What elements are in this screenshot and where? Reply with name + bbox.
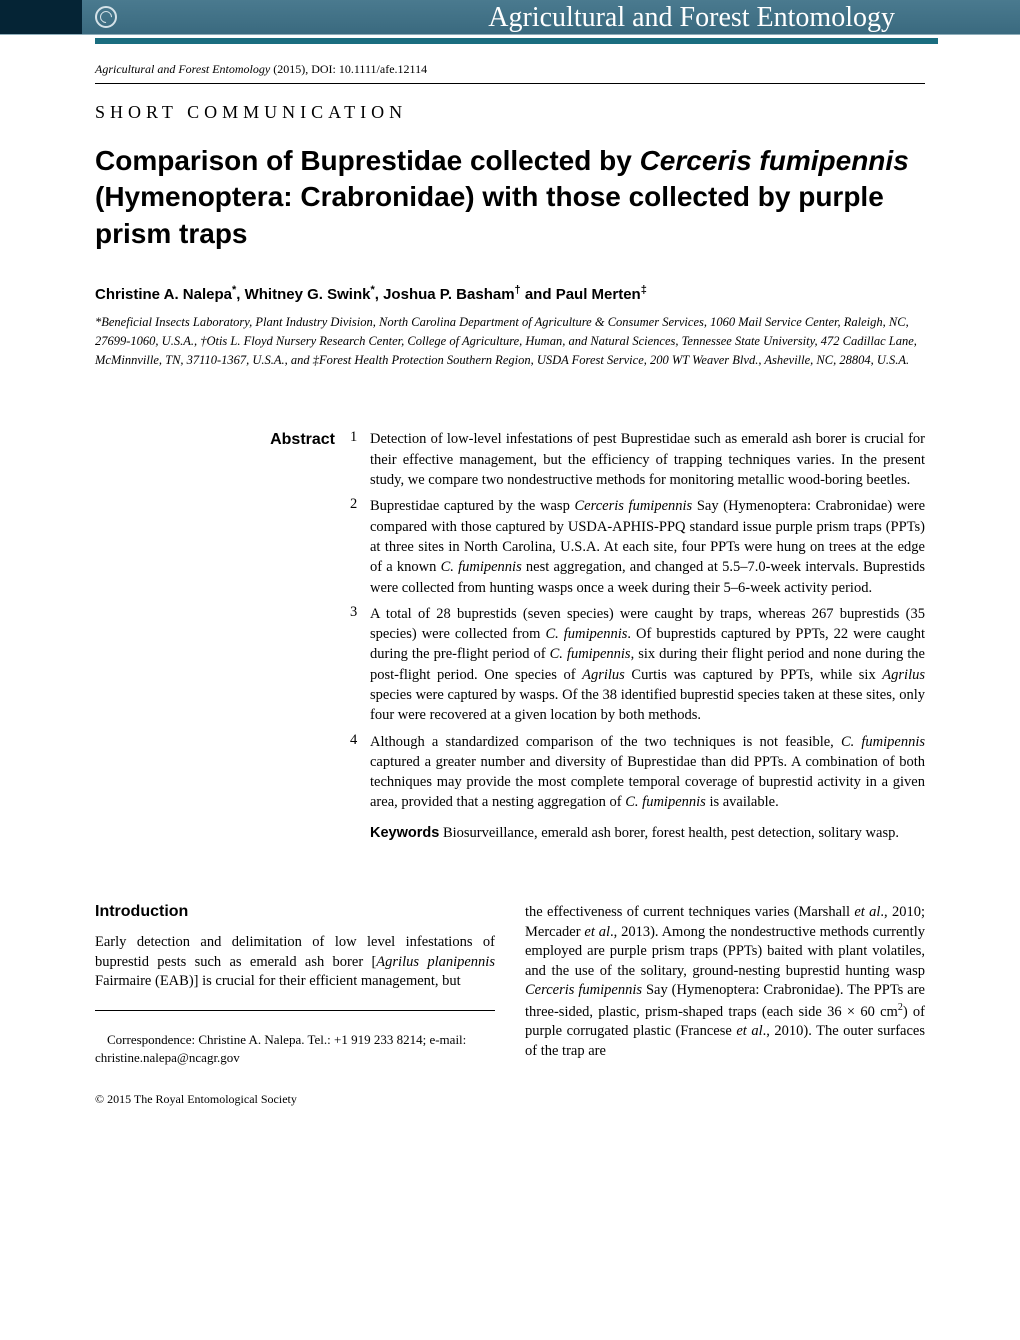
abstract-num-4: 4 — [350, 732, 370, 813]
affiliations: *Beneficial Insects Laboratory, Plant In… — [95, 313, 925, 369]
citation-divider — [95, 83, 925, 84]
correspondence-divider — [95, 1010, 495, 1011]
journal-header-banner: Agricultural and Forest Entomology — [0, 0, 1020, 35]
author-2-sup: * — [370, 284, 374, 296]
author-3: Joshua P. Basham — [383, 286, 514, 303]
citation-year-doi: (2015), DOI: 10.1111/afe.12114 — [270, 62, 427, 76]
introduction-section: Introduction Early detection and delimit… — [95, 903, 925, 1067]
article-title: Comparison of Buprestidae collected by C… — [95, 143, 925, 252]
abstract-num-3: 3 — [350, 604, 370, 726]
title-part1: Comparison of Buprestidae collected by — [95, 145, 640, 176]
keywords-text: Biosurveillance, emerald ash borer, fore… — [439, 825, 899, 841]
correspondence: Correspondence: Christine A. Nalepa. Tel… — [95, 1031, 495, 1067]
citation-line: Agricultural and Forest Entomology (2015… — [95, 62, 925, 77]
abstract-text-2: Buprestidae captured by the wasp Cerceri… — [370, 496, 925, 597]
abstract-item-4: 4 Although a standardized comparison of … — [350, 732, 925, 813]
citation-journal: Agricultural and Forest Entomology — [95, 62, 270, 76]
article-content: Agricultural and Forest Entomology (2015… — [0, 44, 1020, 1127]
title-part2: (Hymenoptera: Crabronidae) with those co… — [95, 181, 884, 248]
society-logo-icon — [95, 6, 117, 28]
copyright: © 2015 The Royal Entomological Society — [95, 1092, 925, 1107]
intro-body-right: the effectiveness of current techniques … — [525, 903, 925, 1061]
intro-column-right: the effectiveness of current techniques … — [525, 903, 925, 1067]
author-3-sup: † — [515, 284, 521, 296]
introduction-heading: Introduction — [95, 903, 495, 921]
intro-body-left: Early detection and delimitation of low … — [95, 933, 495, 992]
abstract-item-2: 2 Buprestidae captured by the wasp Cerce… — [350, 496, 925, 597]
author-1-sup: * — [232, 284, 236, 296]
journal-title: Agricultural and Forest Entomology — [488, 2, 895, 34]
article-type: SHORT COMMUNICATION — [95, 102, 925, 123]
keywords-label: Keywords — [370, 825, 439, 841]
abstract-text-3: A total of 28 buprestids (seven species)… — [370, 604, 925, 726]
abstract-content: 1 Detection of low-level infestations of… — [350, 429, 925, 843]
abstract-item-1: 1 Detection of low-level infestations of… — [350, 429, 925, 490]
abstract-item-3: 3 A total of 28 buprestids (seven specie… — [350, 604, 925, 726]
authors-line: Christine A. Nalepa*, Whitney G. Swink*,… — [95, 284, 925, 303]
abstract-text-1: Detection of low-level infestations of p… — [370, 429, 925, 490]
author-4-sup: ‡ — [641, 284, 647, 296]
abstract-text-4: Although a standardized comparison of th… — [370, 732, 925, 813]
abstract-num-1: 1 — [350, 429, 370, 490]
author-1: Christine A. Nalepa — [95, 286, 232, 303]
intro-column-left: Introduction Early detection and delimit… — [95, 903, 495, 1067]
abstract-section: Abstract 1 Detection of low-level infest… — [95, 429, 925, 843]
abstract-num-2: 2 — [350, 496, 370, 597]
author-2: Whitney G. Swink — [245, 286, 371, 303]
keywords: Keywords Biosurveillance, emerald ash bo… — [350, 823, 925, 843]
title-italic1: Cerceris fumipennis — [640, 145, 909, 176]
abstract-label: Abstract — [255, 429, 335, 843]
author-4: Paul Merten — [556, 286, 641, 303]
